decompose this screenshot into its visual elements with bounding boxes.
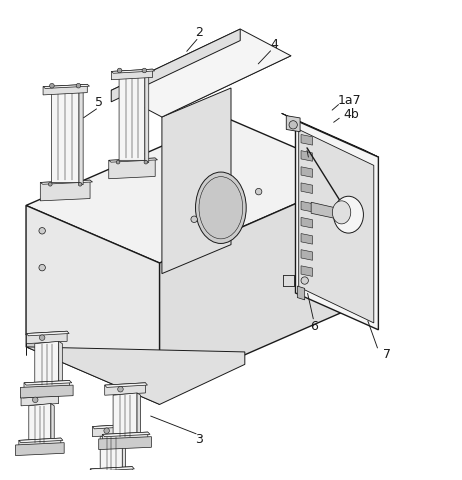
Circle shape bbox=[49, 84, 54, 88]
Polygon shape bbox=[301, 234, 312, 244]
Polygon shape bbox=[111, 69, 155, 73]
Text: 5: 5 bbox=[95, 96, 103, 109]
Polygon shape bbox=[43, 84, 87, 95]
Ellipse shape bbox=[199, 177, 243, 239]
Circle shape bbox=[142, 68, 146, 73]
Polygon shape bbox=[159, 176, 360, 392]
Polygon shape bbox=[145, 73, 149, 163]
Polygon shape bbox=[311, 202, 339, 219]
Polygon shape bbox=[105, 383, 146, 395]
Polygon shape bbox=[19, 438, 63, 443]
Circle shape bbox=[117, 68, 122, 73]
Circle shape bbox=[32, 397, 38, 403]
Ellipse shape bbox=[195, 172, 246, 243]
Text: 1a7: 1a7 bbox=[338, 95, 362, 108]
Polygon shape bbox=[26, 347, 245, 405]
Polygon shape bbox=[26, 335, 159, 405]
Circle shape bbox=[118, 386, 123, 392]
Circle shape bbox=[255, 189, 262, 195]
Polygon shape bbox=[109, 158, 155, 179]
Circle shape bbox=[39, 228, 45, 234]
Text: 4: 4 bbox=[271, 38, 279, 51]
Polygon shape bbox=[79, 88, 83, 185]
Polygon shape bbox=[111, 29, 240, 102]
Circle shape bbox=[49, 182, 52, 186]
Polygon shape bbox=[43, 84, 90, 88]
Polygon shape bbox=[301, 250, 312, 260]
Polygon shape bbox=[51, 88, 79, 182]
Circle shape bbox=[144, 160, 148, 164]
Polygon shape bbox=[26, 331, 69, 336]
Polygon shape bbox=[29, 404, 51, 445]
Polygon shape bbox=[301, 167, 312, 177]
Ellipse shape bbox=[332, 201, 351, 224]
Polygon shape bbox=[90, 467, 134, 471]
Circle shape bbox=[116, 160, 120, 164]
Polygon shape bbox=[137, 393, 140, 439]
Polygon shape bbox=[105, 383, 147, 387]
Circle shape bbox=[315, 207, 322, 213]
Polygon shape bbox=[16, 443, 64, 456]
Polygon shape bbox=[40, 180, 90, 201]
Polygon shape bbox=[301, 217, 312, 228]
Polygon shape bbox=[87, 471, 135, 480]
Polygon shape bbox=[111, 69, 152, 80]
Text: 3: 3 bbox=[195, 433, 203, 446]
Polygon shape bbox=[24, 381, 69, 394]
Polygon shape bbox=[20, 385, 73, 398]
Polygon shape bbox=[102, 432, 148, 445]
Polygon shape bbox=[301, 183, 312, 193]
Polygon shape bbox=[119, 73, 145, 160]
Polygon shape bbox=[21, 394, 61, 398]
Polygon shape bbox=[90, 467, 132, 480]
Circle shape bbox=[191, 216, 197, 223]
Polygon shape bbox=[122, 434, 126, 474]
Circle shape bbox=[39, 335, 45, 340]
Circle shape bbox=[39, 264, 45, 271]
Polygon shape bbox=[40, 180, 92, 184]
Polygon shape bbox=[282, 113, 378, 157]
Polygon shape bbox=[92, 424, 132, 429]
Polygon shape bbox=[301, 134, 312, 145]
Circle shape bbox=[301, 277, 308, 284]
Polygon shape bbox=[26, 118, 360, 263]
Polygon shape bbox=[19, 438, 61, 451]
Ellipse shape bbox=[334, 196, 364, 233]
Text: 7: 7 bbox=[383, 348, 391, 361]
Circle shape bbox=[289, 120, 298, 129]
Polygon shape bbox=[296, 120, 378, 330]
Polygon shape bbox=[286, 116, 300, 132]
Text: 2: 2 bbox=[195, 26, 203, 39]
Polygon shape bbox=[301, 201, 312, 212]
Circle shape bbox=[76, 84, 81, 88]
Polygon shape bbox=[301, 151, 312, 161]
Polygon shape bbox=[26, 331, 67, 344]
Polygon shape bbox=[26, 205, 159, 392]
Polygon shape bbox=[298, 286, 305, 300]
Polygon shape bbox=[102, 432, 150, 437]
Polygon shape bbox=[51, 404, 54, 445]
Circle shape bbox=[104, 428, 109, 433]
Polygon shape bbox=[99, 437, 152, 450]
Text: 6: 6 bbox=[310, 320, 318, 333]
Polygon shape bbox=[21, 394, 59, 406]
Polygon shape bbox=[299, 130, 374, 323]
Polygon shape bbox=[100, 434, 122, 474]
Polygon shape bbox=[301, 266, 312, 276]
Circle shape bbox=[78, 182, 82, 186]
Polygon shape bbox=[162, 88, 231, 274]
Polygon shape bbox=[113, 393, 137, 439]
Polygon shape bbox=[24, 381, 72, 385]
Polygon shape bbox=[59, 341, 62, 387]
Polygon shape bbox=[109, 158, 158, 162]
Text: 4b: 4b bbox=[343, 108, 359, 121]
Polygon shape bbox=[35, 341, 59, 387]
Polygon shape bbox=[92, 424, 130, 437]
Polygon shape bbox=[111, 29, 291, 117]
